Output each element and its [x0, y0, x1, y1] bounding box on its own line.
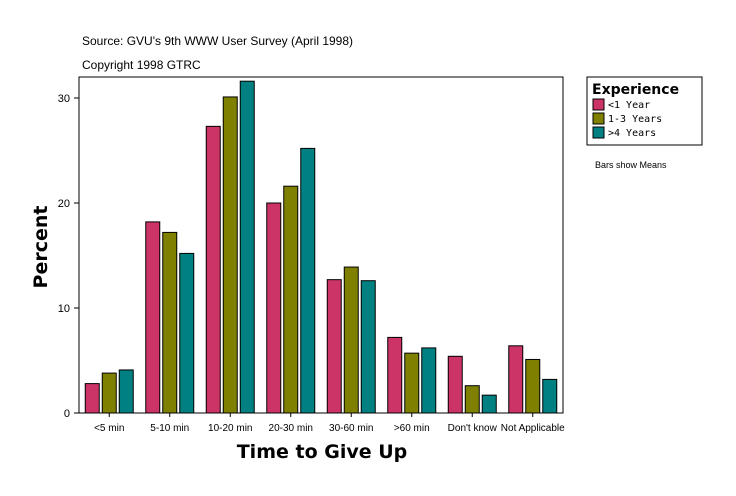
bar: [239, 80, 255, 414]
bar: [266, 202, 282, 414]
bar: [542, 378, 558, 414]
bar: [179, 252, 195, 414]
y-tick-label: 20: [58, 198, 70, 210]
legend-box: [586, 76, 703, 146]
legend-label: >4 Years: [608, 128, 656, 139]
copyright-note: Copyright 1998 GTRC: [82, 58, 201, 72]
bar: [84, 383, 100, 414]
bar: [118, 369, 134, 414]
source-note: Source: GVU's 9th WWW User Survey (April…: [82, 34, 353, 48]
x-category-label: Don't know: [448, 423, 498, 434]
x-category-label: 10-20 min: [208, 423, 252, 434]
y-tick-label: 30: [58, 93, 70, 105]
y-tick-label: 0: [64, 408, 70, 420]
x-category-label: 30-60 min: [329, 423, 373, 434]
bar: [162, 231, 178, 414]
x-category-label: Not Applicable: [501, 423, 565, 434]
x-axis-title: Time to Give Up: [237, 441, 408, 463]
bar: [508, 345, 524, 414]
bars-group: [84, 80, 558, 414]
bar: [404, 352, 420, 414]
x-category-label: 5-10 min: [150, 423, 189, 434]
bars-note: Bars show Means: [595, 160, 667, 170]
bar: [300, 147, 316, 414]
bar: [421, 347, 437, 414]
y-tick-label: 10: [58, 303, 70, 315]
bar: [101, 372, 117, 414]
bar: [481, 394, 497, 414]
x-category-label: <5 min: [94, 423, 124, 434]
legend-swatch: [592, 112, 605, 125]
x-category-label: 20-30 min: [269, 423, 313, 434]
legend-title: Experience: [592, 82, 679, 98]
legend-swatch: [592, 98, 605, 111]
bar: [464, 385, 480, 414]
legend: Experience <1 Year 1-3 Years >4 Years: [586, 76, 703, 146]
bar: [387, 336, 403, 414]
y-axis: 0 10 20 30: [58, 93, 79, 420]
x-axis: <5 min 5-10 min 10-20 min 20-30 min 30-60 mi…: [94, 413, 565, 434]
bar: [525, 358, 541, 414]
bar: [283, 185, 299, 414]
bar: [145, 221, 161, 414]
bar: [326, 279, 342, 414]
y-axis-title: Percent: [30, 206, 52, 289]
bar: [447, 355, 463, 414]
bar: [222, 96, 238, 414]
x-category-label: >60 min: [394, 423, 430, 434]
bar: [360, 280, 376, 414]
legend-label: 1-3 Years: [608, 114, 662, 125]
bar: [205, 125, 221, 414]
bar: [343, 266, 359, 414]
legend-label: <1 Year: [608, 100, 650, 111]
legend-swatch: [592, 126, 605, 139]
